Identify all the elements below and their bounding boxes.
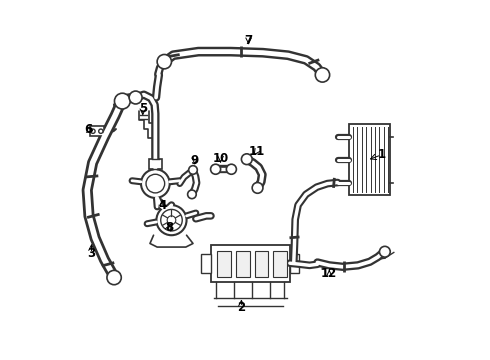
Circle shape <box>156 205 187 235</box>
Circle shape <box>188 190 196 199</box>
Circle shape <box>129 91 142 104</box>
Circle shape <box>107 270 122 285</box>
Bar <box>149 159 162 169</box>
Text: 10: 10 <box>213 152 229 165</box>
Text: 2: 2 <box>237 301 245 314</box>
Text: 8: 8 <box>165 221 173 234</box>
Circle shape <box>211 164 220 174</box>
Text: 1: 1 <box>377 148 385 161</box>
Bar <box>255 251 269 277</box>
Circle shape <box>252 183 263 193</box>
Text: 6: 6 <box>84 123 92 136</box>
Circle shape <box>315 68 330 82</box>
Text: 12: 12 <box>321 267 338 280</box>
Text: 7: 7 <box>245 33 253 47</box>
Text: 11: 11 <box>248 145 265 158</box>
Bar <box>201 253 211 273</box>
Text: 4: 4 <box>158 199 167 212</box>
Bar <box>236 251 250 277</box>
Bar <box>273 251 287 277</box>
Bar <box>218 251 231 277</box>
Text: 5: 5 <box>139 102 147 115</box>
Circle shape <box>141 169 170 198</box>
Circle shape <box>226 164 236 174</box>
Circle shape <box>115 93 130 109</box>
Text: 9: 9 <box>191 154 199 167</box>
Circle shape <box>189 166 197 174</box>
Circle shape <box>379 246 390 257</box>
Text: 3: 3 <box>87 247 96 260</box>
Bar <box>349 124 390 195</box>
Bar <box>211 244 290 282</box>
Circle shape <box>242 154 252 165</box>
Bar <box>290 253 299 273</box>
Bar <box>90 126 104 136</box>
Circle shape <box>157 54 171 69</box>
